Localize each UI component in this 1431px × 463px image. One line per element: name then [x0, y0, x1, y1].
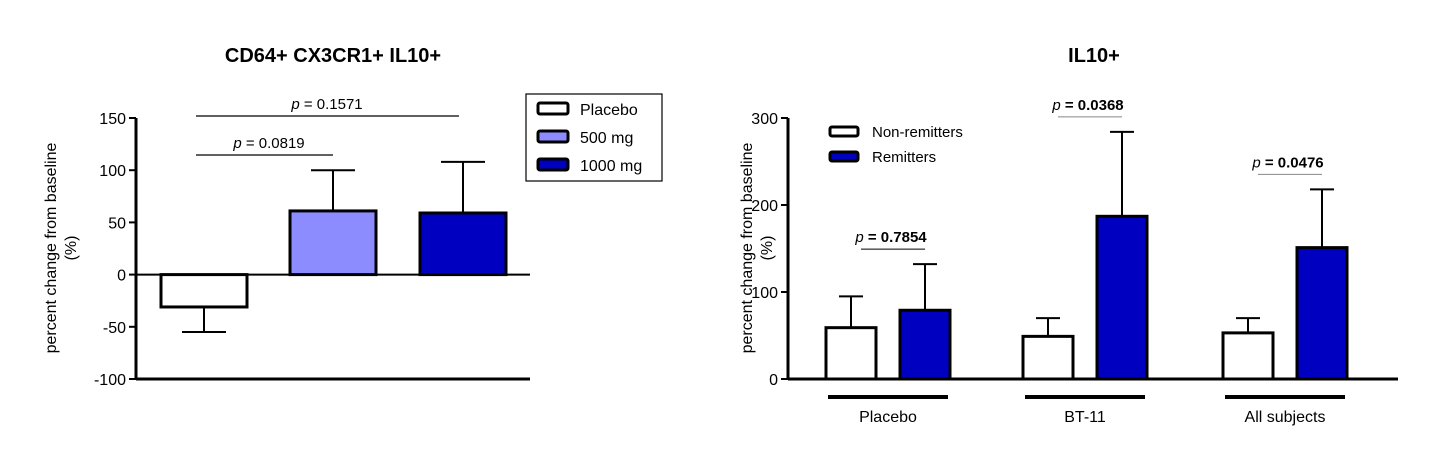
chart-1-y-tick-label: -100: [94, 372, 126, 389]
chart-1-bar-500-mg: [288, 209, 378, 277]
chart-2-ylabel: percent change from baseline: [739, 143, 756, 354]
chart-1-y-tick-label: 0: [117, 268, 126, 285]
chart-1-plot: -100 -50 0 50 100 150 p = 0.1571 p = 0.0819: [94, 96, 530, 389]
chart-1-bar-1000-mg: [418, 211, 508, 277]
chart-2-y-tick-label: 100: [751, 285, 778, 302]
chart-1-y-tick-label: -50: [103, 320, 126, 337]
chart-2-bar-remitters: [898, 308, 952, 381]
chart-2-plot: 0 100 200 300 Placebo p = 0.7854 BT-11 p = 0.03…: [751, 97, 1398, 426]
chart-2-p-value: p = 0.0368: [1051, 97, 1123, 114]
chart-1-p-value: p = 0.1571: [290, 96, 362, 113]
chart-1-p-value: p = 0.0819: [232, 135, 304, 152]
chart-1-y-tick-label: 100: [99, 163, 126, 180]
chart-1-y-tick-label: 50: [108, 215, 126, 232]
chart-2-bar-remitters: [1095, 214, 1149, 381]
chart-2-y-tick-label: 0: [769, 372, 778, 389]
legend-label-non-remitters: Non-remitters: [872, 124, 963, 141]
chart-2-bar-non-remitters: [824, 326, 878, 381]
chart-2-ylabel-unit: (%): [759, 236, 776, 261]
chart-2-legend: Non-remitters Remitters: [828, 124, 963, 166]
chart-2-y-tick-label: 200: [751, 198, 778, 215]
legend-swatch-500mg: [536, 129, 570, 144]
chart-1-ylabel: percent change from baseline: [43, 143, 60, 354]
chart-2-y-tick-label: 300: [751, 111, 778, 128]
chart-2-bar-remitters: [1295, 246, 1349, 381]
legend-label-placebo: Placebo: [580, 102, 638, 119]
chart-2-p-value: p = 0.0476: [1251, 154, 1323, 171]
legend-swatch-non-remitters: [828, 125, 860, 138]
legend-swatch-placebo: [536, 101, 570, 116]
chart-2-bar-non-remitters: [1221, 331, 1275, 381]
legend-label-remitters: Remitters: [872, 149, 936, 166]
legend-label-1000mg: 1000 mg: [580, 158, 642, 175]
chart-2-bar-non-remitters: [1021, 334, 1075, 381]
legend-label-500mg: 500 mg: [580, 130, 633, 147]
chart-2-title: IL10+: [1068, 45, 1120, 67]
chart-1-legend: Placebo 500 mg 1000 mg: [525, 93, 663, 182]
legend-swatch-remitters: [828, 150, 860, 163]
chart-1-y-tick-label: 150: [99, 111, 126, 128]
chart-2-category-label: Placebo: [859, 409, 917, 426]
chart-2-category-label: All subjects: [1245, 409, 1326, 426]
chart-1-ylabel-unit: (%): [63, 236, 80, 261]
legend-swatch-1000mg: [536, 157, 570, 172]
chart-1-title: CD64+ CX3CR1+ IL10+: [225, 45, 441, 67]
chart-1-bar-placebo: [159, 273, 249, 309]
chart-2-p-value: p = 0.7854: [854, 229, 927, 246]
chart-2-category-label: BT-11: [1064, 409, 1106, 426]
